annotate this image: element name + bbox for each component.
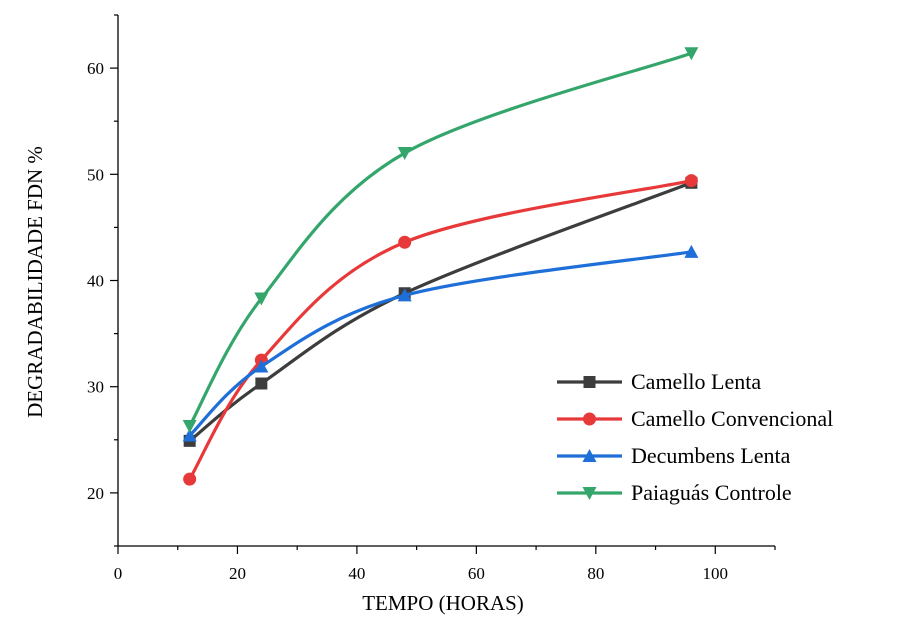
legend-swatch-marker [583, 412, 596, 426]
series-line [188, 179, 692, 480]
series-line [188, 181, 692, 443]
legend-item: Camello Convencional [557, 406, 833, 431]
data-point [183, 472, 197, 486]
data-point [254, 292, 269, 306]
series [183, 174, 698, 486]
legend-item: Decumbens Lenta [557, 443, 791, 468]
x-tick-label: 80 [587, 564, 604, 583]
x-tick-label: 40 [348, 564, 365, 583]
data-point [254, 359, 269, 373]
legend-label: Camello Lenta [631, 369, 761, 394]
data-point [684, 244, 699, 258]
legend-swatch-marker [583, 376, 596, 388]
data-point [397, 147, 412, 161]
legend: Camello Lenta Camello Convencional Decumbe… [557, 369, 833, 505]
legend-swatch-marker [582, 487, 597, 500]
legend-swatch-marker [582, 449, 597, 462]
series-group [182, 47, 699, 486]
x-tick-label: 0 [114, 564, 123, 583]
x-axis-title: TEMPO (HORAS) [362, 591, 524, 615]
data-point [182, 428, 197, 442]
legend-item: Camello Lenta [557, 369, 761, 394]
y-tick-label: 60 [87, 59, 104, 78]
series [182, 47, 699, 433]
series-line [188, 51, 692, 427]
data-point [255, 377, 268, 390]
x-tick-label: 100 [703, 564, 729, 583]
y-tick-label: 20 [87, 484, 104, 503]
data-point [397, 288, 412, 302]
data-point [398, 235, 412, 249]
y-tick-label: 30 [87, 378, 104, 397]
legend-item: Paiaguás Controle [557, 480, 792, 505]
data-point [684, 174, 698, 188]
y-tick-label: 40 [87, 272, 104, 291]
y-axis-title: DEGRADABILIDADE FDN % [23, 146, 47, 418]
y-tick-label: 50 [87, 165, 104, 184]
series-line [188, 250, 692, 437]
legend-label: Decumbens Lenta [631, 443, 791, 468]
series [182, 244, 699, 442]
data-point [182, 419, 197, 433]
x-tick-label: 60 [468, 564, 485, 583]
axes: 0 20 40 60 80 100 20 30 40 50 60 [87, 14, 776, 583]
x-tick-label: 20 [229, 564, 246, 583]
series [183, 176, 698, 447]
data-point [684, 47, 699, 61]
legend-label: Camello Convencional [631, 406, 833, 431]
legend-label: Paiaguás Controle [631, 480, 792, 505]
